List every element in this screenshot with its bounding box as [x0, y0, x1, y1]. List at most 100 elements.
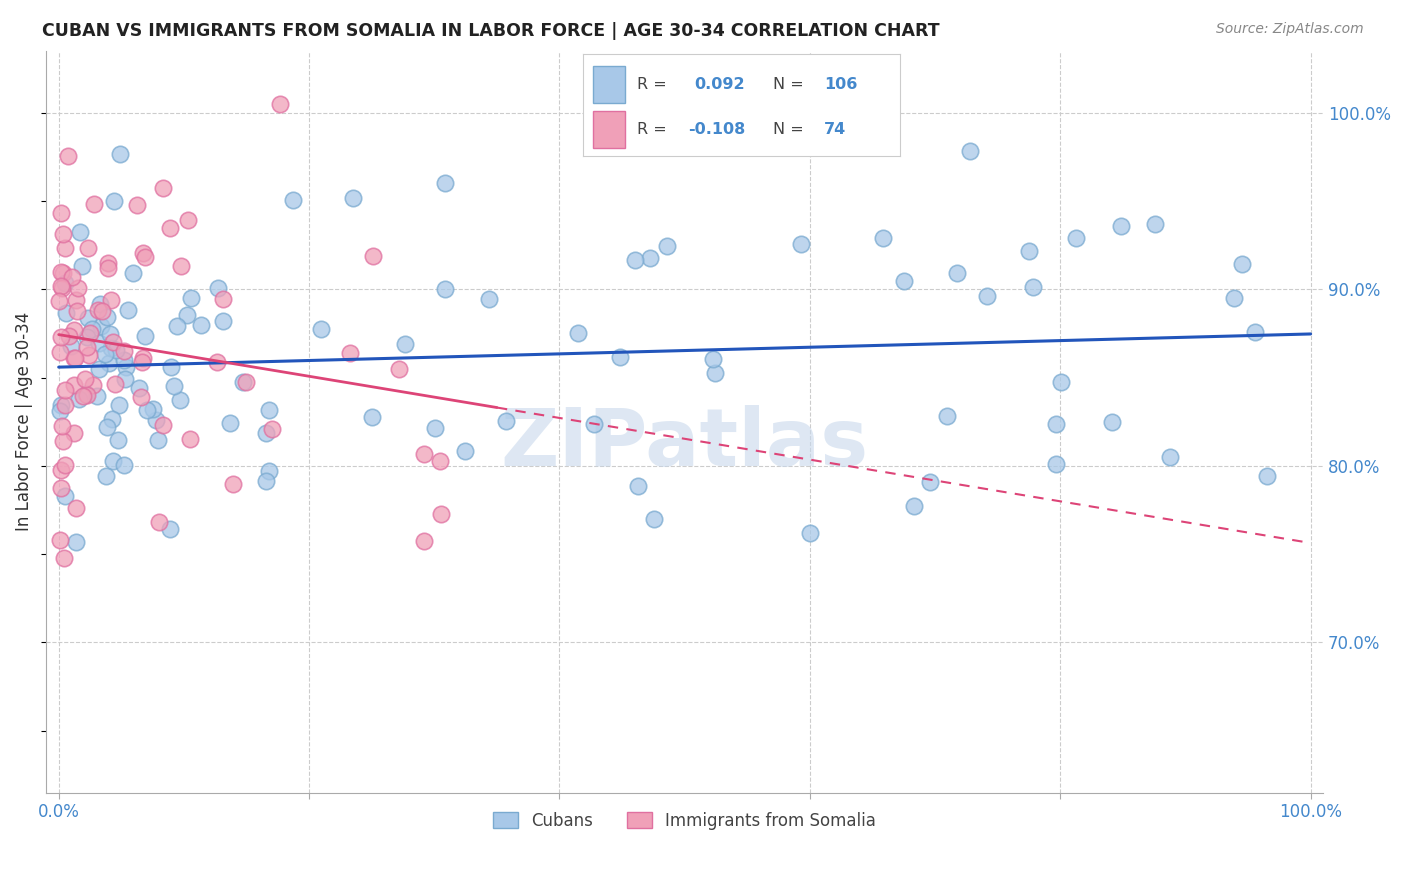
Point: [283, 193, 305, 207]
Point: [100, 341, 122, 355]
Point: [495, 414, 517, 428]
Point: [122, 266, 145, 280]
Point: [207, 280, 229, 294]
Point: [82, 377, 104, 392]
Point: [609, 351, 631, 365]
Point: [159, 220, 181, 235]
Point: [160, 360, 183, 375]
Point: [131, 355, 153, 369]
Point: [638, 252, 661, 266]
Point: [342, 191, 364, 205]
Point: [69, 225, 91, 239]
Point: [643, 511, 665, 525]
Point: [89, 297, 111, 311]
Point: [117, 302, 139, 317]
Point: [135, 403, 157, 417]
Point: [112, 344, 135, 359]
Point: [65, 535, 87, 549]
Point: [1256, 468, 1278, 483]
Point: [51, 419, 73, 434]
Point: [959, 144, 981, 158]
Point: [920, 475, 942, 490]
Point: [478, 292, 501, 306]
Point: [235, 375, 257, 389]
Point: [142, 401, 165, 416]
Point: [112, 352, 135, 367]
Point: [76, 388, 98, 402]
Point: [60, 339, 83, 353]
Point: [49, 533, 72, 547]
Point: [132, 245, 155, 260]
Point: [176, 308, 198, 322]
Point: [94, 469, 117, 483]
Point: [429, 454, 451, 468]
Point: [205, 355, 228, 369]
Point: [108, 147, 131, 161]
Point: [179, 433, 201, 447]
Point: [49, 206, 72, 220]
Point: [62, 351, 84, 366]
Point: [55, 306, 77, 320]
Point: [1244, 325, 1267, 339]
Point: [1045, 457, 1067, 471]
Point: [1045, 417, 1067, 432]
Point: [1018, 244, 1040, 258]
Text: 106: 106: [824, 77, 858, 92]
Point: [79, 326, 101, 340]
Point: [1022, 280, 1045, 294]
Point: [259, 403, 281, 417]
Point: [872, 231, 894, 245]
Point: [935, 409, 957, 424]
Point: [53, 277, 76, 291]
Point: [789, 237, 811, 252]
Point: [361, 249, 384, 263]
Point: [129, 391, 152, 405]
Point: [212, 314, 235, 328]
Point: [412, 447, 434, 461]
Point: [101, 454, 124, 468]
Point: [704, 366, 727, 380]
Point: [90, 319, 112, 334]
Point: [52, 227, 75, 242]
Point: [624, 253, 647, 268]
Point: [148, 515, 170, 529]
Point: [53, 458, 76, 472]
Point: [1066, 231, 1088, 245]
Point: [52, 434, 75, 448]
Point: [62, 323, 84, 337]
Point: [170, 259, 193, 273]
Point: [423, 421, 446, 435]
Point: [1050, 375, 1073, 389]
Point: [132, 351, 155, 366]
Point: [627, 479, 650, 493]
Point: [190, 318, 212, 333]
Text: N =: N =: [773, 77, 804, 92]
Point: [145, 413, 167, 427]
Point: [98, 327, 121, 342]
Point: [903, 500, 925, 514]
Point: [56, 149, 79, 163]
Point: [211, 292, 233, 306]
Point: [101, 334, 124, 349]
Point: [1159, 450, 1181, 464]
Point: [58, 329, 80, 343]
Point: [257, 464, 280, 478]
Point: [1101, 415, 1123, 429]
Point: [65, 293, 87, 307]
Point: [75, 387, 97, 401]
Point: [67, 392, 90, 406]
Point: [90, 303, 112, 318]
Point: [100, 411, 122, 425]
Point: [222, 477, 245, 491]
Point: [134, 329, 156, 343]
Point: [86, 389, 108, 403]
Text: 74: 74: [824, 122, 846, 137]
Point: [152, 181, 174, 195]
Point: [53, 551, 76, 566]
Point: [89, 336, 111, 351]
Point: [79, 348, 101, 362]
Point: [115, 359, 138, 374]
Point: [86, 302, 108, 317]
Point: [1109, 219, 1132, 233]
Point: [254, 426, 277, 441]
